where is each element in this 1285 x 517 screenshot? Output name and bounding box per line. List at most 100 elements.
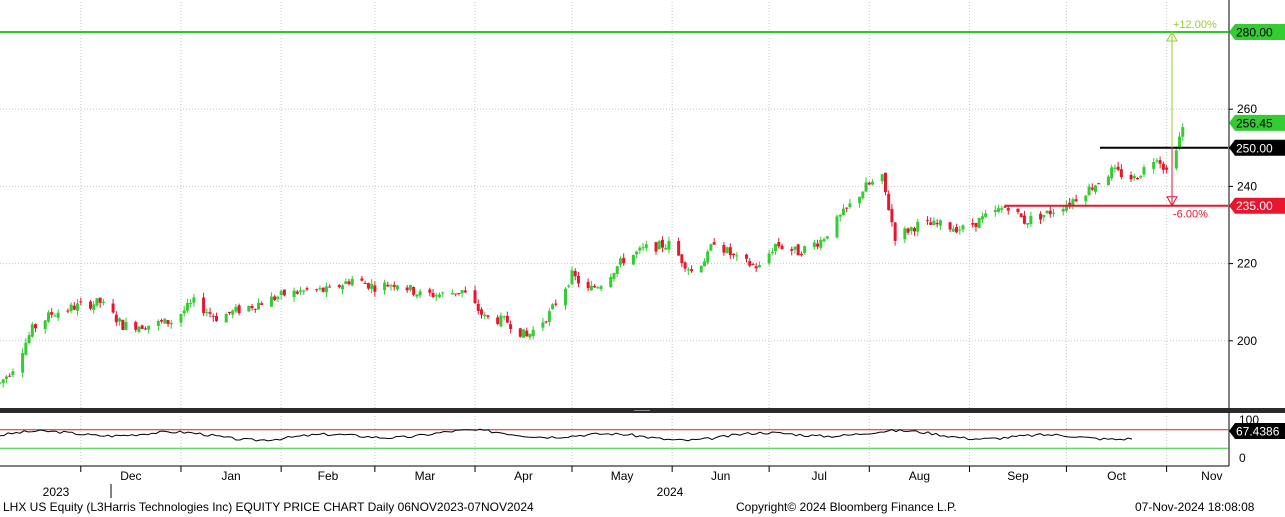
candle-body (793, 246, 797, 250)
candle-body (1090, 187, 1094, 190)
candle-body (502, 316, 506, 318)
candle-body (1006, 208, 1010, 211)
candle-body (1132, 176, 1136, 179)
candle-body (1019, 213, 1023, 218)
candle-body (722, 245, 726, 253)
candle-body (405, 287, 409, 291)
candle-body (819, 240, 823, 248)
candle-body (796, 244, 800, 256)
candle-body (66, 310, 70, 312)
candle-body (838, 215, 842, 217)
candle-body (1158, 160, 1162, 164)
candle-body (699, 265, 703, 273)
candle-body (1084, 195, 1088, 202)
x-year-label: 2024 (657, 485, 684, 499)
footer-timestamp: 07-Nov-2024 18:08:08 (1135, 500, 1255, 514)
candle-body (596, 287, 600, 289)
candle-body (1087, 186, 1091, 196)
candle-body (282, 289, 286, 296)
candle-body (615, 266, 619, 274)
candle-body (932, 220, 936, 226)
candle-body (215, 316, 219, 322)
candle-body (324, 286, 328, 293)
candle-body (50, 312, 54, 315)
candle-body (11, 371, 15, 376)
candle-body (871, 181, 875, 185)
candle-body (958, 229, 962, 231)
candle-body (434, 295, 438, 297)
candle-body (476, 303, 480, 312)
candle-body (257, 302, 261, 310)
candle-body (499, 315, 503, 327)
candle-body (1178, 136, 1182, 149)
candle-body (192, 297, 196, 303)
candle-body (709, 244, 713, 251)
candle-body (1155, 160, 1159, 162)
candle-body (955, 227, 959, 233)
candle-body (541, 322, 545, 328)
candle-body (554, 303, 558, 305)
x-month-label: Feb (318, 469, 339, 483)
candle-body (683, 262, 687, 269)
candle-body (961, 225, 965, 230)
candle-body (231, 310, 235, 315)
candle-body (328, 286, 332, 288)
candle-body (179, 314, 183, 323)
candle-body (234, 306, 238, 312)
candle-body (43, 320, 47, 330)
candle-body (951, 228, 955, 232)
candle-body (984, 213, 988, 217)
x-month-label: Sep (1007, 469, 1029, 483)
candle-body (774, 243, 778, 252)
candle-body (92, 304, 96, 310)
candle-body (654, 242, 658, 252)
candle-body (638, 247, 642, 251)
candle-body (147, 325, 151, 330)
candle-body (408, 285, 412, 291)
candle-body (211, 315, 215, 317)
candle-body (890, 208, 894, 223)
candle-body (1094, 185, 1098, 192)
target-arrow-head (1166, 30, 1178, 42)
candle-body (1022, 215, 1026, 224)
rsi-line (0, 428, 1133, 442)
candle-body (660, 239, 664, 248)
candle-body (531, 329, 535, 337)
x-axis: Dec Jan Feb Mar Apr May Jun Jul Aug Sep Oct Nov 2023… (0, 465, 1229, 499)
price-levels: +12.00% -6.00% (0, 19, 1228, 221)
candle-body (1029, 215, 1033, 225)
x-month-label: Apr (514, 469, 533, 483)
target-label: -6.00% (1173, 209, 1208, 221)
candle-body (412, 287, 416, 295)
candle-body (980, 216, 984, 220)
candle-body (143, 328, 147, 330)
candle-body (1064, 204, 1068, 211)
candle-body (389, 285, 393, 287)
candle-body (95, 298, 99, 306)
candle-body (4, 376, 8, 379)
candle-body (8, 375, 12, 377)
candle-body (702, 261, 706, 267)
candle-body (544, 321, 548, 323)
candle-body (1161, 163, 1165, 170)
candle-body (1000, 208, 1004, 210)
rsi-value-label: 67.4386 (1236, 424, 1280, 438)
x-month-label: Aug (909, 469, 930, 483)
candle-body (803, 246, 807, 254)
candle-body (903, 228, 907, 240)
candle-body (777, 241, 781, 247)
candle-body (841, 208, 845, 216)
candle-body (570, 270, 574, 285)
candle-body (880, 174, 884, 182)
candle-body (935, 222, 939, 225)
candle-body (1068, 202, 1072, 205)
candle-body (431, 292, 435, 297)
candle-body (347, 281, 351, 285)
candle-body (124, 322, 128, 330)
candle-body (1181, 127, 1185, 137)
candle-body (576, 275, 580, 284)
price-tag-235.00 (1229, 197, 1285, 214)
candle-body (341, 285, 345, 290)
target-arrow-head (1166, 196, 1178, 207)
